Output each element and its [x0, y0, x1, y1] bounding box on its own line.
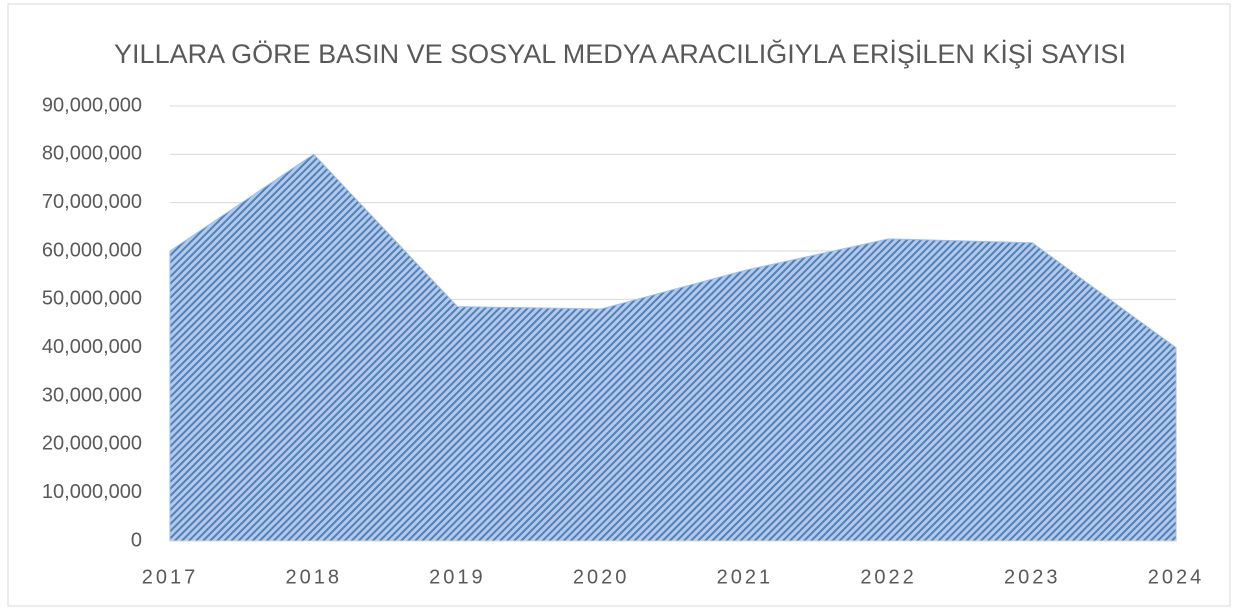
- x-tick-label: 2023: [1004, 566, 1061, 588]
- x-tick-label: 2019: [429, 566, 486, 588]
- x-tick-label: 2024: [1148, 566, 1205, 588]
- y-tick-label: 50,000,000: [42, 288, 142, 310]
- y-tick-label: 40,000,000: [42, 336, 142, 358]
- x-tick-label: 2018: [285, 566, 342, 588]
- y-tick-label: 20,000,000: [42, 433, 142, 455]
- y-tick-label: 80,000,000: [42, 143, 142, 165]
- y-tick-label: 10,000,000: [42, 481, 142, 503]
- x-tick-label: 2020: [573, 566, 630, 588]
- y-tick-label: 0: [131, 529, 142, 551]
- y-tick-label: 90,000,000: [42, 94, 142, 116]
- y-tick-label: 60,000,000: [42, 239, 142, 261]
- x-tick-label: 2021: [717, 566, 774, 588]
- x-tick-label: 2017: [142, 566, 199, 588]
- x-tick-label: 2022: [860, 566, 917, 588]
- chart-title: YILLARA GÖRE BASIN VE SOSYAL MEDYA ARACI…: [114, 38, 1126, 69]
- y-tick-label: 30,000,000: [42, 384, 142, 406]
- y-tick-label: 70,000,000: [42, 191, 142, 213]
